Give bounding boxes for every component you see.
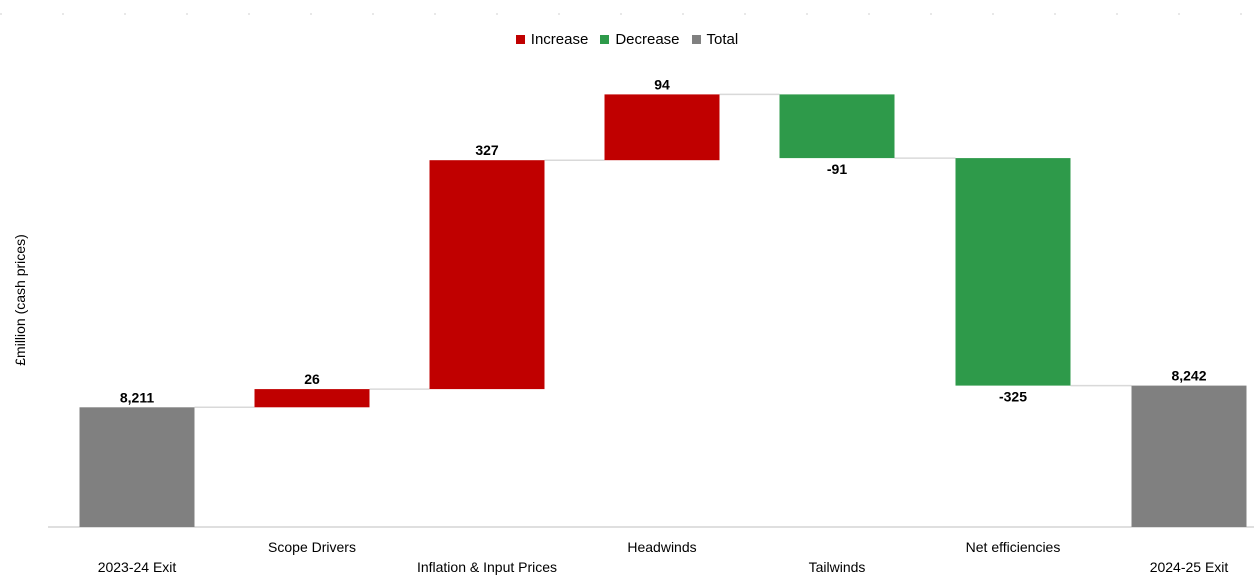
data-label: 8,211 bbox=[120, 389, 154, 405]
legend-label-decrease: Decrease bbox=[615, 31, 680, 48]
data-label: 26 bbox=[304, 371, 320, 387]
bar-tailwinds bbox=[779, 94, 895, 159]
chart-legend: Increase Decrease Total bbox=[0, 31, 1254, 48]
x-tick-label: Inflation & Input Prices bbox=[417, 559, 557, 575]
x-tick-label: Headwinds bbox=[627, 539, 696, 555]
bar-2023-24-exit bbox=[79, 407, 195, 527]
data-label: -91 bbox=[827, 161, 847, 177]
legend-swatch-decrease bbox=[600, 35, 610, 44]
bar-2024-25-exit bbox=[1131, 385, 1247, 527]
legend-swatch-total bbox=[691, 35, 701, 44]
x-tick-label: 2024-25 Exit bbox=[1150, 559, 1229, 575]
data-label: 8,242 bbox=[1171, 368, 1206, 384]
x-tick-label: Tailwinds bbox=[809, 559, 866, 575]
legend-label-increase: Increase bbox=[530, 31, 589, 48]
legend-item-total: Total bbox=[691, 31, 739, 48]
bar-inflation-input-prices bbox=[429, 160, 545, 390]
x-tick-label: Scope Drivers bbox=[268, 539, 356, 555]
data-label: 94 bbox=[654, 76, 670, 92]
x-tick-label: Net efficiencies bbox=[966, 539, 1061, 555]
legend-label-total: Total bbox=[706, 31, 739, 48]
legend-item-decrease: Decrease bbox=[600, 31, 680, 48]
x-tick-label: 2023-24 Exit bbox=[98, 559, 177, 575]
bar-net-efficiencies bbox=[955, 158, 1071, 386]
legend-swatch-increase bbox=[515, 35, 525, 44]
bar-headwinds bbox=[604, 94, 720, 161]
legend-item-increase: Increase bbox=[515, 31, 589, 48]
bar-scope-drivers bbox=[254, 389, 370, 408]
data-label: 327 bbox=[475, 142, 499, 158]
data-label: -325 bbox=[999, 389, 1027, 405]
